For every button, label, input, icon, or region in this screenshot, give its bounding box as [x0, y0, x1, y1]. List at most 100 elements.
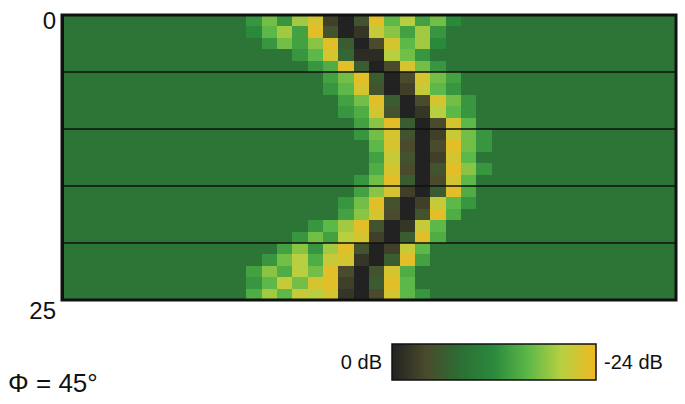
cell: [415, 129, 431, 141]
cell: [323, 163, 339, 175]
color-bar-label: -24 dB: [604, 351, 663, 373]
cell: [538, 118, 554, 130]
cell: [476, 129, 492, 141]
cell: [277, 72, 293, 84]
cell: [216, 72, 232, 84]
cell: [93, 118, 109, 130]
cell: [415, 175, 431, 187]
cell: [354, 175, 370, 187]
cell: [308, 49, 324, 61]
cell: [645, 26, 661, 38]
cell: [323, 254, 339, 266]
cell: [62, 152, 78, 164]
cell: [123, 186, 139, 198]
cell: [77, 106, 93, 118]
cell: [461, 49, 477, 61]
cell: [292, 49, 308, 61]
cell: [216, 266, 232, 278]
cell: [246, 140, 262, 152]
cell: [461, 129, 477, 141]
cell: [246, 95, 262, 107]
cell: [461, 140, 477, 152]
cell: [185, 72, 201, 84]
cell: [277, 289, 293, 300]
cell: [323, 49, 339, 61]
cell: [446, 95, 462, 107]
cell: [185, 61, 201, 73]
cell: [369, 289, 385, 300]
cell: [615, 152, 631, 164]
cell: [338, 38, 354, 50]
cell: [492, 209, 508, 221]
cell: [323, 140, 339, 152]
cell: [446, 197, 462, 209]
cell: [584, 61, 600, 73]
cell: [354, 243, 370, 255]
cell: [354, 106, 370, 118]
cell: [323, 129, 339, 141]
cell: [262, 277, 278, 289]
cell: [645, 72, 661, 84]
cell: [645, 254, 661, 266]
cell: [246, 266, 262, 278]
cell: [200, 209, 216, 221]
cell: [538, 15, 554, 27]
cell: [139, 106, 155, 118]
y-tick: 0: [43, 7, 62, 34]
cell: [62, 220, 78, 232]
cell: [415, 243, 431, 255]
cell: [661, 129, 676, 141]
cell: [415, 266, 431, 278]
cell: [231, 209, 247, 221]
cell: [277, 129, 293, 141]
cell: [538, 163, 554, 175]
cell: [476, 220, 492, 232]
cell: [446, 15, 462, 27]
cell: [154, 83, 170, 95]
cell: [308, 38, 324, 50]
cell: [630, 254, 646, 266]
cell: [338, 106, 354, 118]
cell: [62, 277, 78, 289]
cell: [645, 197, 661, 209]
cell: [553, 186, 569, 198]
cell: [292, 83, 308, 95]
cell: [323, 95, 339, 107]
cell: [246, 15, 262, 27]
cell: [308, 152, 324, 164]
cell: [338, 129, 354, 141]
cell: [77, 140, 93, 152]
cell: [369, 106, 385, 118]
cell: [277, 243, 293, 255]
cell: [523, 26, 539, 38]
cell: [400, 152, 416, 164]
cell: [108, 232, 124, 244]
cell: [492, 49, 508, 61]
cell: [169, 152, 185, 164]
cell: [599, 266, 615, 278]
cell: [661, 197, 676, 209]
cell: [400, 26, 416, 38]
cell: [384, 140, 400, 152]
cell: [354, 83, 370, 95]
cell: [599, 129, 615, 141]
cell: [292, 95, 308, 107]
cell: [338, 163, 354, 175]
cell: [277, 15, 293, 27]
cell: [384, 72, 400, 84]
cell: [630, 26, 646, 38]
cell: [492, 83, 508, 95]
cell: [430, 289, 446, 300]
cell: [77, 72, 93, 84]
cell: [262, 118, 278, 130]
cell: [139, 26, 155, 38]
cell: [369, 197, 385, 209]
cell: [615, 106, 631, 118]
cell: [323, 197, 339, 209]
cell: [615, 232, 631, 244]
cell: [185, 83, 201, 95]
cell: [507, 152, 523, 164]
cell: [569, 26, 585, 38]
cell: [185, 152, 201, 164]
cell: [93, 140, 109, 152]
